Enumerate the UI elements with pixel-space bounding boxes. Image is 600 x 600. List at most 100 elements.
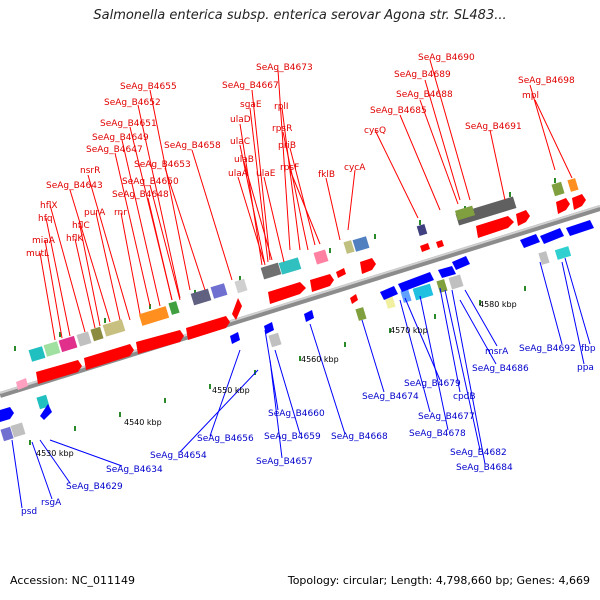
forward-gene-arrow xyxy=(310,274,334,292)
position-label: 4550 kbp xyxy=(212,386,250,395)
forward-gene-arrow xyxy=(556,198,570,214)
gene-block xyxy=(210,283,228,299)
gene-label: rplI xyxy=(274,102,289,112)
leader-line xyxy=(49,439,123,467)
leader-line xyxy=(419,295,449,431)
gene-label: ulaD xyxy=(230,115,251,125)
leader-line xyxy=(424,79,461,201)
position-label: 4580 kbp xyxy=(479,300,517,309)
leader-line xyxy=(114,152,151,307)
gene-label: SeAg_B4654 xyxy=(150,451,207,461)
gene-block xyxy=(313,249,329,265)
gene-label: fklB xyxy=(318,170,335,180)
gene-block xyxy=(234,278,248,294)
gene-label: priB xyxy=(278,141,296,151)
gene-label: rpsF xyxy=(280,163,299,173)
gene-label: cycA xyxy=(344,163,366,173)
forward-gene-arrow xyxy=(336,268,346,278)
gene-label: SeAg_B4651 xyxy=(100,119,157,129)
gene-label: SeAg_B4649 xyxy=(92,133,149,143)
reverse-gene-arrow xyxy=(0,407,14,422)
forward-gene-arrow xyxy=(84,344,134,370)
gene-label: hflX xyxy=(40,201,58,211)
gene-block xyxy=(10,422,26,438)
leader-line xyxy=(534,99,573,179)
reverse-gene-arrow xyxy=(438,266,456,278)
leader-line xyxy=(39,252,56,341)
gene-label: hflC xyxy=(72,221,90,231)
gene-label: SeAg_B4653 xyxy=(134,160,191,170)
leader-line xyxy=(137,104,181,299)
leader-line xyxy=(39,439,71,484)
reverse-gene-arrow xyxy=(540,228,564,244)
gene-label: purA xyxy=(84,208,106,218)
gene-label: ulaB xyxy=(234,155,254,165)
gene-block xyxy=(28,346,46,362)
reverse-gene-arrow xyxy=(520,234,540,248)
leader-line xyxy=(464,289,498,347)
forward-leader-lines xyxy=(39,59,573,341)
gene-block xyxy=(168,301,180,315)
leader-line xyxy=(274,349,301,435)
gene-label: SeAg_B4658 xyxy=(164,141,221,151)
gene-label: SeAg_B4657 xyxy=(256,457,313,467)
gene-block xyxy=(76,331,92,347)
reverse-leader-lines xyxy=(11,257,591,509)
position-label: 4540 kbp xyxy=(124,418,162,427)
gene-label: SeAg_B4682 xyxy=(450,448,507,458)
leader-line xyxy=(419,99,459,205)
gene-label: SeAg_B4685 xyxy=(370,106,427,116)
leader-line xyxy=(31,441,53,500)
leader-line xyxy=(361,319,385,393)
leader-line xyxy=(282,131,309,251)
leader-line xyxy=(239,144,266,266)
forward-gene-arrow xyxy=(16,378,28,390)
gene-block xyxy=(58,335,78,353)
leader-line xyxy=(561,261,585,365)
gene-label: SeAg_B4689 xyxy=(394,70,451,80)
gene-block xyxy=(138,306,170,326)
leader-line xyxy=(325,177,341,241)
leader-line xyxy=(191,149,233,281)
gene-label: rnr xyxy=(114,208,127,218)
gene-label: cysQ xyxy=(364,126,386,136)
reverse-arrows xyxy=(0,220,594,422)
gene-label: SeAg_B4691 xyxy=(465,122,522,132)
reverse-gene-arrow xyxy=(230,332,240,344)
gene-label: fbp xyxy=(581,344,596,354)
forward-gene-arrow xyxy=(420,243,430,252)
forward-arrows xyxy=(16,194,586,390)
reverse-gene-arrow xyxy=(398,272,434,292)
leader-line xyxy=(439,287,461,393)
leader-line xyxy=(237,176,265,263)
leader-line xyxy=(251,89,271,261)
leader-line xyxy=(95,212,121,321)
leader-line xyxy=(289,169,321,245)
leader-line xyxy=(309,323,346,435)
gene-block xyxy=(36,394,50,410)
gene-block xyxy=(43,341,61,357)
gene-label: mutL xyxy=(26,249,49,259)
gene-block xyxy=(436,279,448,293)
gene-block xyxy=(268,332,282,348)
gene-block xyxy=(567,178,579,192)
gene-label: rsgA xyxy=(41,498,62,508)
leader-line xyxy=(239,123,263,266)
gene-block xyxy=(343,240,355,254)
leader-line xyxy=(74,238,96,329)
gene-label: SeAg_B4698 xyxy=(518,76,575,86)
gene-label: cpdB xyxy=(453,392,476,402)
leader-line xyxy=(374,129,419,219)
gene-label: SeAg_B4634 xyxy=(106,465,163,475)
forward-gene-arrow xyxy=(268,282,306,304)
leader-line xyxy=(451,289,486,465)
gene-label: SeAg_B4686 xyxy=(472,364,529,374)
reverse-gene-labels: msrA SeAg_B4692 fbp SeAg_B4686 ppa SeAg_… xyxy=(21,344,596,517)
position-label: 4530 kbp xyxy=(36,449,74,458)
gene-label: nsrR xyxy=(80,166,100,176)
leader-line xyxy=(121,139,161,307)
leader-line xyxy=(347,169,356,231)
gene-label: SeAg_B4650 xyxy=(122,177,179,187)
gene-label: SeAg_B4690 xyxy=(418,53,475,63)
forward-gene-arrow xyxy=(186,316,230,340)
